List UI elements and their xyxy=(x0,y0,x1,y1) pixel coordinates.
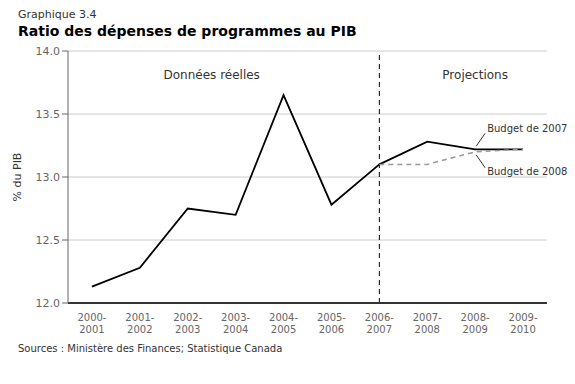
svg-text:2007-2008: 2007-2008 xyxy=(413,312,442,335)
svg-text:2002-2003: 2002-2003 xyxy=(173,312,202,335)
html-text:Graphique 3.4: Graphique 3.4 xyxy=(18,8,97,21)
svg-text:2006-2007: 2006-2007 xyxy=(365,312,394,335)
svg-text:2009-2010: 2009-2010 xyxy=(509,312,538,335)
svg-text:2003-2004: 2003-2004 xyxy=(221,312,250,335)
svg-text:13.0: 13.0 xyxy=(36,171,61,184)
svg-text:13.5: 13.5 xyxy=(36,108,61,121)
svg-text:2000-2001: 2000-2001 xyxy=(77,312,106,335)
svg-text:Données réelles: Données réelles xyxy=(164,68,260,82)
svg-text:2004-2005: 2004-2005 xyxy=(269,312,298,335)
svg-text:2008-2009: 2008-2009 xyxy=(461,312,490,335)
svg-text:Projections: Projections xyxy=(442,68,508,82)
svg-text:% du PIB: % du PIB xyxy=(11,153,24,202)
svg-text:2001-2002: 2001-2002 xyxy=(125,312,154,335)
svg-text:2005-2006: 2005-2006 xyxy=(317,312,346,335)
svg-text:Budget de 2008: Budget de 2008 xyxy=(487,166,567,177)
svg-text:12.0: 12.0 xyxy=(36,297,61,310)
svg-text:Budget de 2007: Budget de 2007 xyxy=(487,123,567,134)
html-text:Ratio des dépenses de programm: Ratio des dépenses de programmes au PIB xyxy=(18,23,357,39)
svg-text:12.5: 12.5 xyxy=(36,234,61,247)
html-text:Sources : Ministère des Financ: Sources : Ministère des Finances; Statis… xyxy=(18,343,283,354)
svg-text:14.0: 14.0 xyxy=(36,45,61,58)
